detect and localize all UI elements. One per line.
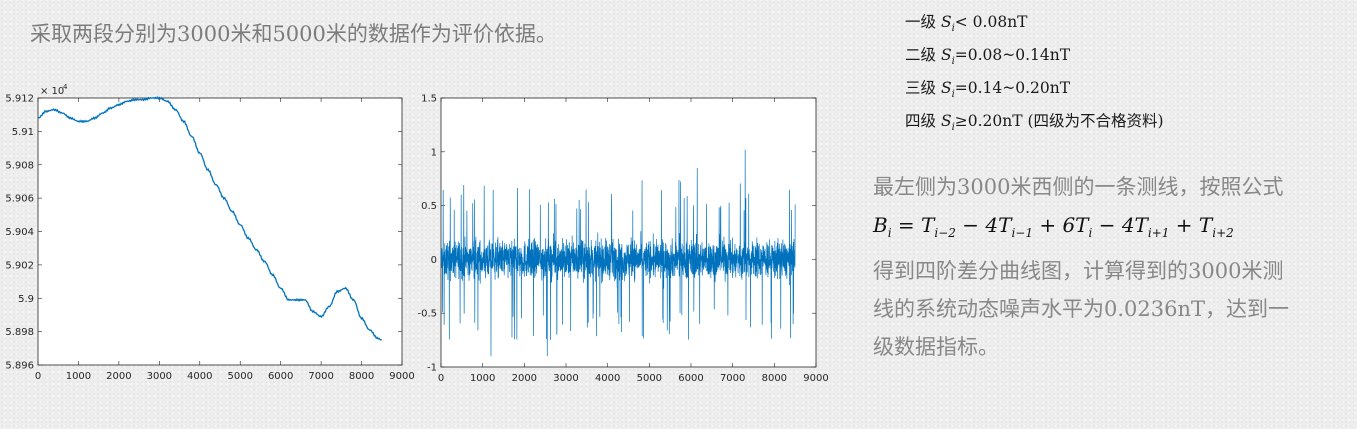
c2-y-tick-label: -0.5 [417,309,437,320]
c2-y-tick-label: 0.5 [421,201,437,212]
description: 最左侧为3000米西侧的一条测线，按照公式 Bi = Ti−2 − 4Ti−1 … [873,168,1343,366]
c1-x-tick-label: 3000 [147,371,172,382]
level-variable: S [940,79,952,97]
raw-magnetic-chart: × 10 4 0 1000 2000 3000 4000 5000 6000 7000 8000… [0,82,420,392]
fourth-difference-chart-svg: 0 1000 2000 3000 4000 5000 6000 7000 8000 9000 -1 -… [417,94,828,385]
c2-y-tick-label: 1 [431,147,437,158]
c2-x-tick-label: 8000 [762,373,787,384]
level-variable-subscript: i [951,56,955,68]
c1-x-tick-label: 0 [35,371,41,382]
c1-x-tick-label: 4000 [187,371,212,382]
c1-series-line [37,95,382,341]
c2-y-tick-label: 0 [431,255,437,266]
level-condition: < 0.08nT [954,13,1028,31]
c2-x-tick-label: 4000 [595,373,620,384]
description-line-1: 最左侧为3000米西侧的一条测线，按照公式 [873,175,1284,199]
description-line-3: 得到四阶差分曲线图，计算得到的3000米测 [873,259,1284,283]
c1-y-tick-label: 5.896 [5,361,34,372]
level-variable: S [940,46,952,64]
c2-x-tick-label: 1000 [470,373,495,384]
level-variable-subscript: i [951,122,955,134]
y-exponent-power: 4 [63,83,68,91]
c2-x-tick-label: 2000 [512,373,537,384]
level-row: 四级 Si≥0.20nT (四级为不合格资料) [905,105,1164,138]
c1-plot-area [37,97,403,366]
c2-x-tick-label: 0 [438,373,444,384]
level-row: 一级 Si< 0.08nT [905,6,1164,39]
c1-y-tick-label: 5.904 [5,227,34,238]
level-condition: =0.08~0.14nT [954,46,1071,64]
y-exponent-label: × 10 [40,86,64,97]
c1-y-tick-label: 5.902 [5,260,34,271]
c1-x-tick-label: 1000 [66,371,91,382]
c2-x-tick-label: 7000 [720,373,745,384]
c1-y-tick-label: 5.912 [5,94,34,105]
level-variable: S [940,13,952,31]
c1-x-tick-label: 9000 [389,371,414,382]
c2-y-tick-label: -1 [427,363,437,374]
c2-x-tick-label: 9000 [803,373,828,384]
level-condition: ≥0.20nT (四级为不合格资料) [954,112,1164,130]
level-label: 二级 [905,46,941,64]
c1-x-tick-label: 6000 [268,371,293,382]
description-line-4: 线的系统动态噪声水平为0.0236nT，达到一 [873,297,1290,321]
fourth-difference-chart: 0 1000 2000 3000 4000 5000 6000 7000 8000 9000 -1 -… [408,82,833,392]
c2-x-tick-label: 6000 [678,373,703,384]
level-variable-subscript: i [951,89,955,101]
c1-y-tick-label: 5.9 [18,294,34,305]
level-label: 一级 [905,13,941,31]
c2-plot-area [440,97,817,368]
raw-magnetic-chart-svg: × 10 4 0 1000 2000 3000 4000 5000 6000 7000 8000… [5,83,414,382]
c1-y-tick-label: 5.908 [5,160,34,171]
description-line-5: 级数据指标。 [873,335,999,359]
level-row: 二级 Si=0.08~0.14nT [905,39,1164,72]
quality-levels: 一级 Si< 0.08nT 二级 Si=0.08~0.14nT 三级 Si=0.14… [905,6,1164,138]
c1-y-tick-label: 5.906 [5,194,34,205]
c1-y-tick-label: 5.91 [12,127,34,138]
c1-x-tick-label: 5000 [227,371,252,382]
c2-x-tick-label: 5000 [637,373,662,384]
c1-x-tick-label: 8000 [349,371,374,382]
c2-series-line [440,149,796,357]
c2-y-tick-label: 1.5 [421,94,437,105]
formula: Bi = Ti−2 − 4Ti−1 + 6Ti − 4Ti+1 + Ti+2 [873,213,1234,240]
level-label: 三级 [905,79,941,97]
c1-x-tick-label: 2000 [106,371,131,382]
level-label: 四级 [905,112,941,130]
c2-x-tick-label: 3000 [553,373,578,384]
level-row: 三级 Si=0.14~0.20nT [905,72,1164,105]
c1-x-tick-label: 7000 [308,371,333,382]
level-variable-subscript: i [951,23,955,35]
header-text: 采取两段分别为3000米和5000米的数据作为评价依据。 [30,22,557,46]
level-variable: S [940,112,952,130]
c1-y-tick-label: 5.898 [5,327,34,338]
level-condition: =0.14~0.20nT [954,79,1071,97]
